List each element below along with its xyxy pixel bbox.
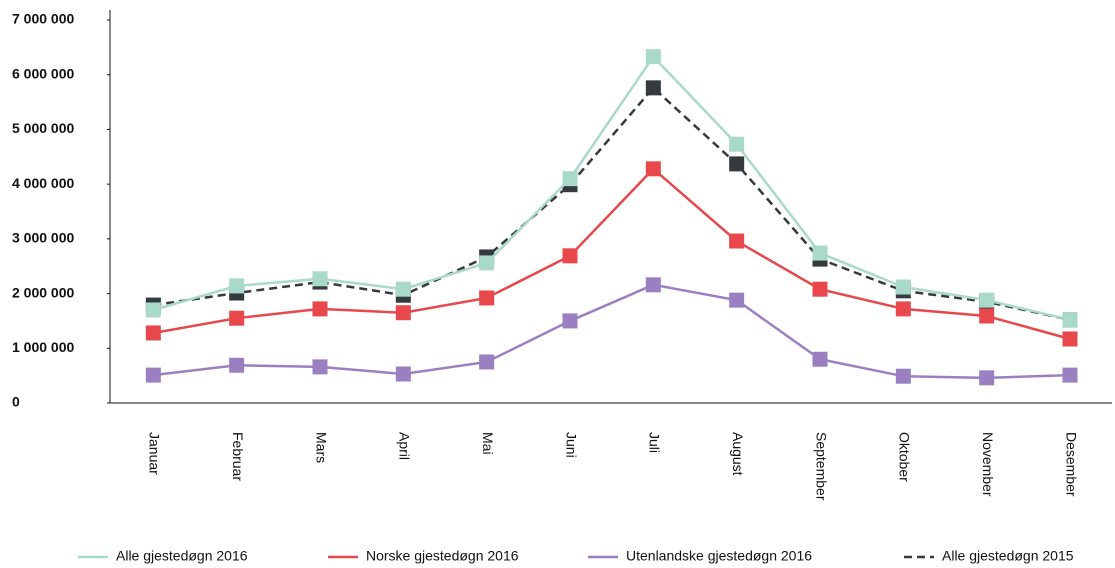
marker [979,370,995,386]
marker [479,290,495,306]
marker [645,161,661,177]
marker [229,357,245,373]
marker [979,292,995,308]
marker [145,302,161,318]
x-tick-label: Januar [147,432,163,475]
marker [562,248,578,264]
series-line [153,283,1071,380]
marker [312,359,328,375]
x-tick-label: Juni [563,432,579,458]
marker [145,325,161,341]
series-line [153,167,1071,341]
y-tick-label: 5 000 000 [12,120,74,136]
marker [1062,331,1078,347]
x-tick-label: Mai [480,432,496,455]
marker [1062,367,1078,383]
x-tick-label: April [397,432,413,460]
marker [145,367,161,383]
marker [562,171,578,187]
marker [395,305,411,321]
y-tick-label: 1 000 000 [12,339,74,355]
series-line [153,86,1071,322]
marker [395,366,411,382]
legend-label: Norske gjestedøgn 2016 [366,548,519,564]
legend-label: Alle gjestedøgn 2015 [942,548,1074,564]
marker [729,156,745,172]
marker [479,255,495,271]
marker [895,368,911,384]
marker [979,308,995,324]
marker [645,80,661,96]
series-line [152,54,1071,322]
x-tick-label: Februar [230,432,246,481]
marker [562,313,578,329]
marker [812,351,828,367]
x-tick-label: Desember [1063,432,1079,497]
marker [1062,312,1078,328]
x-tick-label: September [813,432,829,501]
x-tick-label: Mars [313,432,329,463]
marker [812,245,828,261]
legend-label: Utenlandske gjestedøgn 2016 [626,548,812,564]
marker [645,277,661,293]
marker [895,279,911,295]
x-tick-label: Juli [647,432,663,453]
x-tick-label: November [980,432,996,497]
y-tick-label: 7 000 000 [12,11,74,27]
y-tick-label: 3 000 000 [12,230,74,246]
marker [312,271,328,287]
marker [312,301,328,317]
y-tick-label: 4 000 000 [12,175,74,191]
legend-label: Alle gjestedøgn 2016 [116,548,248,564]
marker [479,354,495,370]
marker [812,281,828,297]
marker [229,310,245,326]
x-tick-label: August [730,432,746,476]
marker [895,301,911,317]
marker [729,233,745,249]
marker [729,292,745,308]
marker [229,278,245,294]
y-tick-label: 6 000 000 [12,65,74,81]
x-tick-label: Oktober [897,432,913,482]
marker [395,281,411,297]
y-tick-label: 2 000 000 [12,284,74,300]
marker [645,49,661,65]
marker [729,136,745,152]
y-tick-label: 0 [12,394,20,410]
